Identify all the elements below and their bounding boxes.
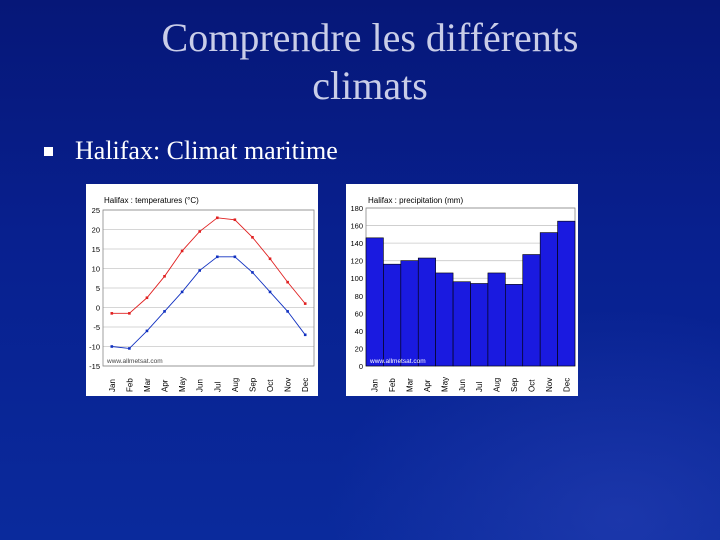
precipitation-y-tick-label: 40 — [355, 327, 363, 336]
precipitation-bar — [417, 257, 436, 367]
temperature-point-min — [233, 255, 237, 259]
temperature-point-max — [251, 236, 254, 239]
precipitation-y-tick-label: 120 — [350, 257, 363, 266]
temperature-y-tick-label: 0 — [96, 304, 100, 313]
temperature-point-max — [110, 312, 114, 315]
temperature-x-tick-label: May — [178, 377, 187, 392]
temperature-point-max — [198, 230, 202, 233]
temperature-x-tick-label: Jul — [213, 382, 222, 392]
precipitation-bar — [400, 260, 419, 367]
temperature-point-max — [128, 312, 131, 315]
temperature-x-tick-label: Oct — [266, 379, 275, 392]
temperature-x-tick-label: Sep — [248, 377, 257, 392]
temperature-point-max — [303, 302, 307, 305]
temperature-y-tick-label: 10 — [92, 265, 100, 274]
precipitation-x-tick-label: Feb — [388, 378, 397, 392]
temperature-x-tick-label: Apr — [161, 379, 170, 392]
temperature-point-max — [145, 296, 149, 300]
temperature-point-min — [215, 255, 219, 259]
temperature-point-min — [128, 347, 131, 350]
temperature-y-tick-label: -5 — [93, 323, 100, 332]
precipitation-y-tick-label: 0 — [359, 362, 363, 371]
precipitation-y-tick-label: 160 — [350, 222, 363, 231]
temperature-chart-title: Halifax : temperatures (°C) — [104, 196, 199, 205]
precipitation-y-tick-label: 140 — [350, 239, 363, 248]
temperature-watermark: www.allmetsat.com — [106, 358, 163, 365]
precipitation-x-tick-label: Apr — [423, 379, 432, 392]
slide-title-line2: climats — [312, 63, 428, 108]
precipitation-x-tick-label: Jan — [371, 379, 380, 392]
slide-title-line1: Comprendre les différents — [161, 15, 579, 60]
precipitation-bar — [505, 284, 524, 367]
temperature-x-tick-label: Dec — [301, 378, 310, 392]
precipitation-bar — [452, 281, 471, 367]
temperature-point-max — [286, 280, 289, 284]
slide-title: Comprendre les différents climats — [60, 14, 680, 110]
precipitation-bar — [470, 283, 489, 367]
temperature-point-min — [303, 333, 307, 337]
precipitation-x-tick-label: May — [440, 377, 449, 392]
precipitation-bar — [539, 232, 558, 367]
bullet-text: Halifax: Climat maritime — [75, 136, 338, 165]
precipitation-y-tick-label: 180 — [350, 204, 363, 213]
precipitation-watermark: www.allmetsat.com — [369, 358, 426, 365]
temperature-x-tick-label: Aug — [231, 378, 240, 392]
temperature-point-min — [251, 271, 254, 274]
temperature-point-min — [163, 310, 166, 313]
precipitation-chart-svg: Halifax : precipitation (mm) 180 160 140 120… — [350, 196, 576, 392]
precipitation-y-tick-label: 60 — [355, 309, 363, 318]
temperature-y-tick-label: 20 — [92, 226, 100, 235]
precipitation-x-tick-label: Jun — [458, 379, 467, 392]
temperature-point-min — [110, 345, 114, 348]
precipitation-bar — [487, 272, 506, 367]
precipitation-bar — [522, 254, 541, 367]
temperature-point-min — [180, 290, 184, 294]
precipitation-x-tick-label: Mar — [406, 378, 415, 392]
temperature-point-max — [268, 257, 272, 261]
precipitation-x-tick-label: Oct — [527, 379, 536, 392]
precipitation-bar — [435, 272, 454, 367]
bullet-item: Halifax: Climat maritime — [44, 136, 338, 166]
precipitation-chart-title: Halifax : precipitation (mm) — [368, 196, 463, 205]
temperature-x-tick-label: Jun — [196, 379, 205, 392]
temperature-y-tick-label: -15 — [89, 362, 100, 371]
temperature-point-max — [215, 216, 219, 220]
precipitation-chart: Halifax : precipitation (mm) 180 160 140 120… — [346, 184, 578, 396]
temperature-point-min — [286, 310, 289, 313]
temperature-point-min — [145, 329, 149, 333]
precipitation-y-tick-label: 80 — [355, 292, 363, 301]
temperature-point-max — [233, 218, 237, 222]
temperature-x-tick-label: Jan — [108, 379, 117, 392]
temperature-plot-frame — [102, 209, 315, 367]
temperature-chart-svg: Halifax : temperatures (°C) 25 20 15 10 5 0 -5 -… — [89, 196, 315, 392]
precipitation-x-tick-label: Sep — [510, 377, 519, 392]
temperature-point-max — [180, 249, 184, 253]
precipitation-x-tick-label: Dec — [562, 378, 571, 392]
precipitation-y-tick-label: 20 — [355, 344, 363, 353]
precipitation-x-tick-label: Aug — [493, 378, 502, 392]
temperature-series-line-max — [111, 217, 306, 314]
square-bullet-icon — [44, 146, 53, 156]
temperature-point-min — [198, 269, 202, 272]
temperature-y-tick-label: -10 — [89, 343, 100, 352]
temperature-x-tick-label: Mar — [143, 378, 152, 392]
temperature-x-tick-label: Feb — [125, 378, 134, 392]
temperature-series-line-min — [111, 256, 306, 349]
temperature-point-max — [163, 275, 166, 278]
temperature-x-tick-label: Nov — [284, 378, 293, 392]
temperature-chart: Halifax : temperatures (°C) 25 20 15 10 5 0 -5 -… — [86, 184, 318, 396]
precipitation-x-tick-label: Nov — [545, 378, 554, 392]
temperature-y-tick-label: 5 — [96, 284, 100, 293]
temperature-y-tick-label: 15 — [92, 245, 100, 254]
precipitation-bar — [383, 263, 402, 367]
precipitation-bar — [365, 237, 384, 367]
precipitation-y-tick-label: 100 — [350, 274, 363, 283]
temperature-point-min — [268, 290, 272, 294]
precipitation-bar — [557, 220, 576, 367]
precipitation-x-tick-label: Jul — [475, 382, 484, 392]
temperature-y-tick-label: 25 — [92, 206, 100, 215]
